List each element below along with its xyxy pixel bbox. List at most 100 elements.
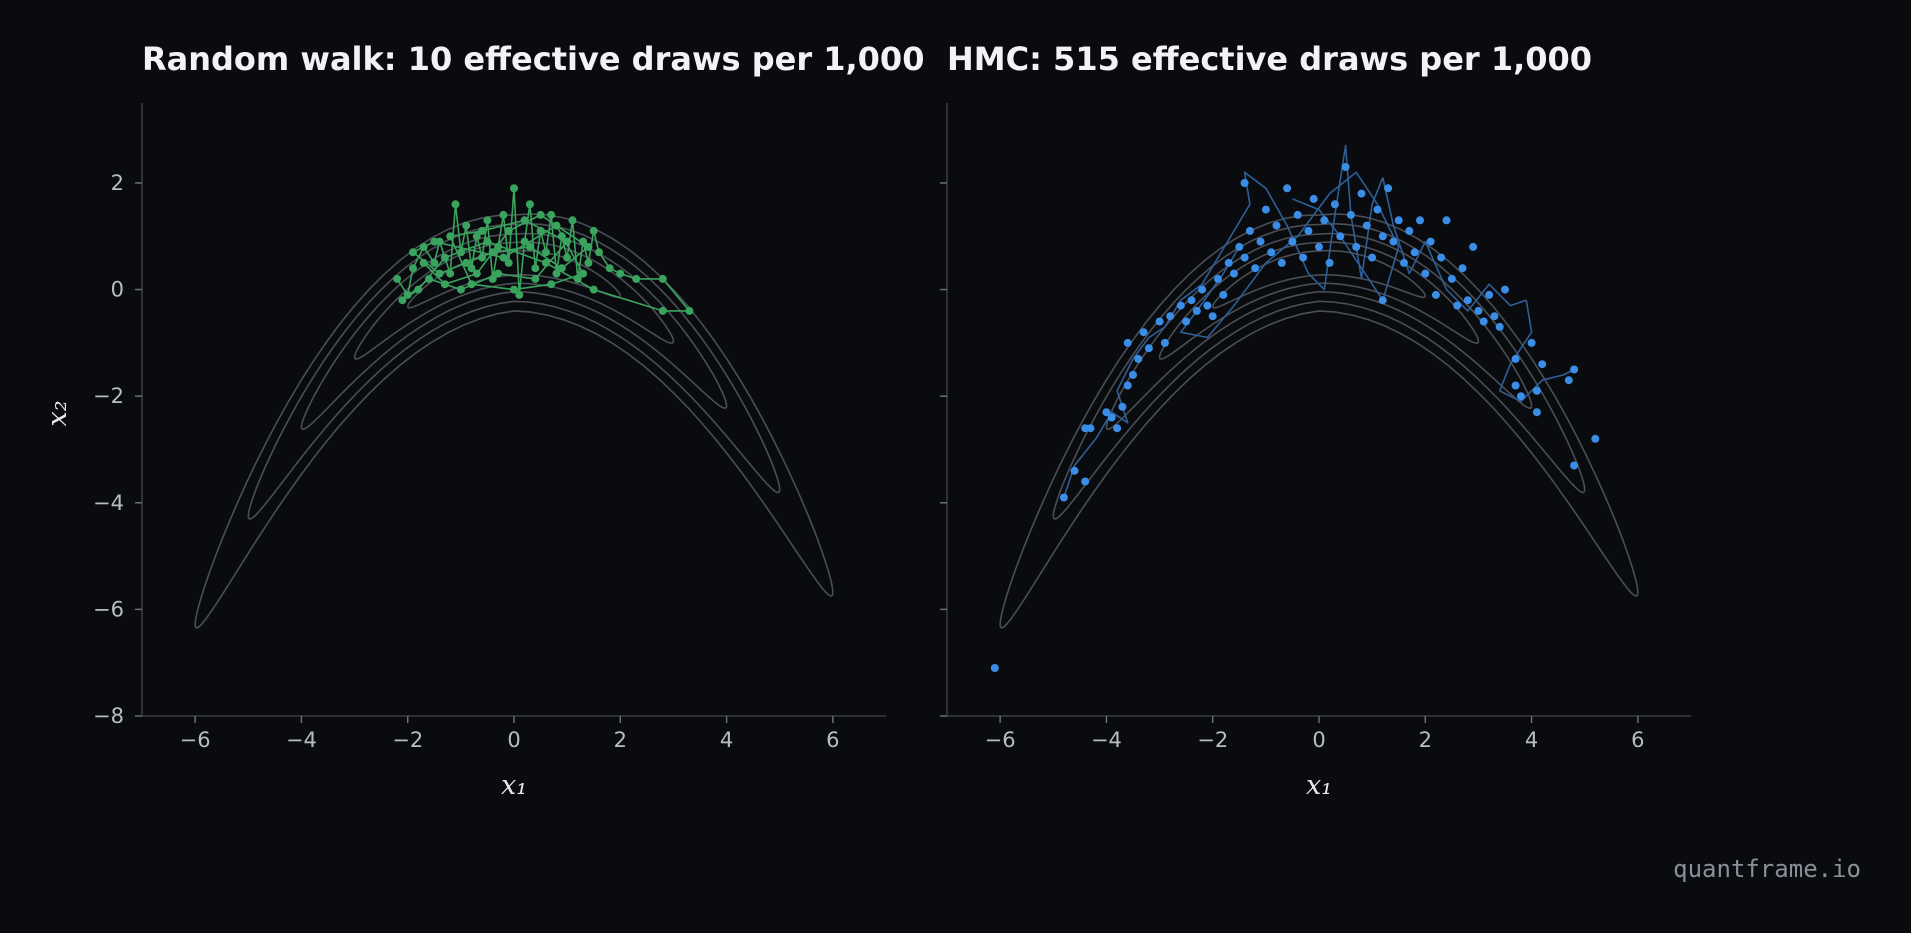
data-point: [531, 274, 540, 283]
data-point: [456, 248, 465, 257]
data-point: [478, 253, 487, 262]
data-point: [1293, 210, 1302, 219]
hmc-trajectory-1: [1063, 326, 1166, 498]
data-point: [1235, 242, 1244, 251]
right-panel-hmc: −6 −4 −2 0 2 4 6 x₁: [940, 103, 1691, 801]
y-tick-label: 0: [111, 278, 124, 302]
data-point: [1511, 354, 1520, 363]
data-point: [1570, 365, 1579, 374]
data-point: [1123, 338, 1132, 347]
x-axis-label: x₁: [501, 770, 527, 801]
data-point: [440, 253, 449, 262]
contour-line-2: [247, 222, 781, 520]
random-walk-path: [396, 187, 691, 312]
data-point: [1437, 253, 1446, 262]
data-point: [525, 200, 534, 209]
data-point: [1118, 402, 1127, 411]
data-point: [1469, 242, 1478, 251]
data-point: [504, 226, 513, 235]
data-point: [1113, 424, 1122, 433]
data-point: [1495, 322, 1504, 331]
data-point: [1102, 408, 1111, 417]
data-point: [1591, 434, 1600, 443]
data-point: [541, 258, 550, 267]
data-point: [1352, 242, 1361, 251]
data-point: [1081, 477, 1090, 486]
density-contours: [999, 213, 1639, 629]
left-panel-title: Random walk: 10 effective draws per 1,00…: [142, 40, 925, 78]
data-point: [1315, 242, 1323, 251]
data-point: [398, 296, 407, 305]
data-point: [557, 232, 566, 241]
data-point: [1277, 258, 1286, 267]
data-point: [1139, 328, 1148, 337]
x-tick-label: 6: [1631, 728, 1644, 752]
data-point: [552, 221, 561, 230]
data-point: [483, 237, 492, 246]
data-point: [494, 269, 503, 278]
data-point: [515, 290, 524, 299]
data-point: [616, 269, 625, 278]
data-point: [451, 200, 460, 209]
data-point: [1405, 226, 1414, 235]
data-point: [430, 237, 439, 246]
data-point: [658, 274, 667, 283]
data-point: [536, 210, 545, 219]
data-point: [520, 216, 529, 225]
y-axis-label: x₂: [42, 400, 73, 426]
data-point: [584, 258, 593, 267]
data-point: [499, 210, 508, 219]
data-point: [579, 237, 588, 246]
watermark: quantframe.io: [1673, 855, 1861, 883]
data-point: [1357, 189, 1366, 198]
data-point: [1299, 253, 1308, 262]
data-point: [446, 269, 455, 278]
data-point: [536, 226, 545, 235]
x-tick-label: −6: [180, 728, 211, 752]
data-point: [1373, 205, 1382, 214]
contour-line-1: [999, 213, 1639, 629]
data-point: [1336, 232, 1345, 241]
data-point: [446, 232, 455, 241]
data-point: [1283, 184, 1292, 193]
contour-line-4: [1158, 241, 1480, 360]
data-point: [589, 285, 598, 294]
hmc-trajectory-2: [1164, 171, 1288, 328]
data-point: [1416, 216, 1424, 225]
data-point: [531, 264, 540, 273]
data-point: [1123, 381, 1132, 390]
data-point: [1564, 376, 1573, 385]
data-point: [1426, 237, 1435, 246]
data-point: [1176, 301, 1185, 310]
data-point: [658, 306, 667, 315]
data-point: [1166, 312, 1175, 321]
data-point: [990, 664, 999, 672]
data-point: [1431, 290, 1440, 299]
series-group: [393, 184, 694, 315]
data-point: [579, 269, 588, 278]
y-tick-label: −8: [93, 704, 124, 728]
data-point: [1214, 274, 1222, 283]
data-point: [1368, 253, 1377, 262]
data-point: [1144, 344, 1153, 353]
data-point: [595, 248, 603, 257]
data-point: [1129, 370, 1137, 379]
series-group: [990, 144, 1600, 672]
data-point: [414, 285, 423, 294]
data-point: [563, 253, 572, 262]
data-point: [499, 253, 508, 262]
data-point: [685, 306, 694, 315]
data-point: [462, 258, 471, 267]
data-point: [467, 280, 476, 289]
data-point: [488, 274, 497, 283]
data-point: [1378, 296, 1387, 305]
data-point: [419, 258, 428, 267]
x-tick-label: 6: [826, 728, 839, 752]
data-point: [1059, 493, 1068, 502]
data-point: [409, 264, 417, 273]
data-point: [1086, 424, 1095, 433]
data-point: [1309, 194, 1318, 203]
data-point: [403, 290, 412, 299]
data-point: [1341, 163, 1350, 171]
data-point: [1160, 338, 1169, 347]
